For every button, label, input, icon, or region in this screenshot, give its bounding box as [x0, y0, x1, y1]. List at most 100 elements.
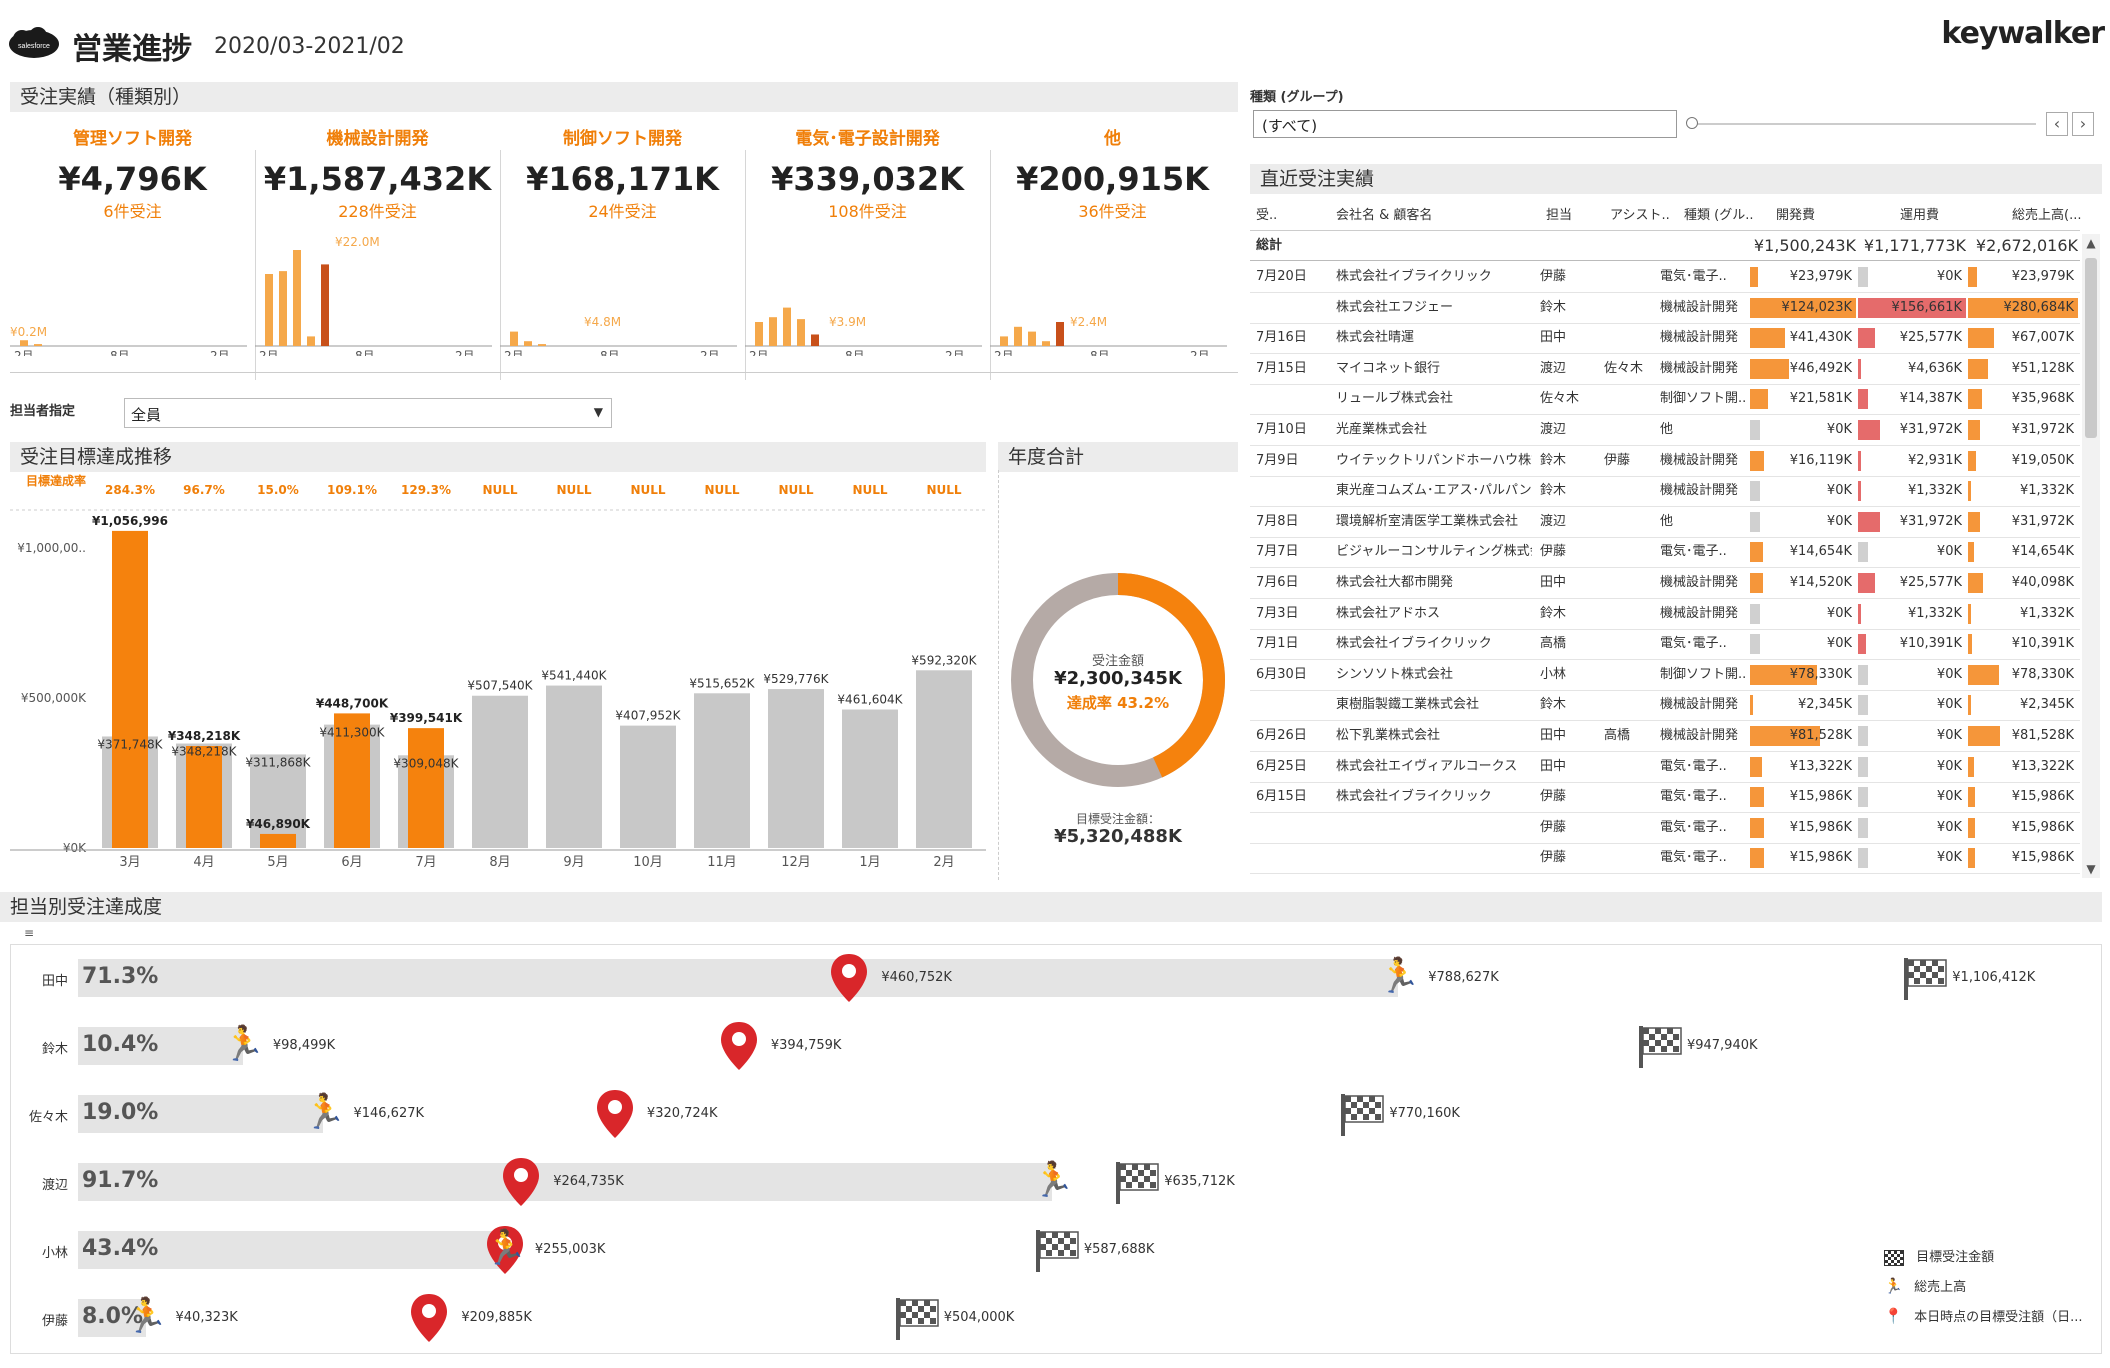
row-ops: ¥0K [1936, 728, 1962, 743]
kpi-mini-bar [755, 322, 763, 346]
kpi-mini-tick: 2月 [945, 349, 965, 356]
row-type: 制御ソフト開.. [1660, 666, 1747, 682]
target-label: ¥411,300K [319, 726, 385, 740]
scrollbar-thumb[interactable] [2085, 258, 2097, 438]
scroll-up-icon[interactable]: ▲ [2086, 236, 2096, 250]
column-header[interactable]: 開発費 [1776, 208, 1816, 223]
row-dev-bar [1750, 511, 1760, 532]
table-row[interactable]: 伊藤 電気･電子.. ¥15,986K ¥0K ¥15,986K [1250, 843, 2080, 875]
person-rate: 91.7% [82, 1168, 159, 1193]
column-header[interactable]: 種類 (グル.. [1684, 208, 1754, 223]
person-today-label: ¥394,759K [770, 1038, 842, 1053]
runner-icon: 🏃 [1032, 1160, 1075, 1200]
row-date: 7月15日 [1256, 360, 1307, 376]
sort-icon[interactable]: ≡ [24, 926, 35, 940]
person-name: 鈴木 [41, 1042, 68, 1057]
table-row[interactable]: 6月25日 株式会社エイヴィアルコークス 田中 電気･電子.. ¥13,322K ¥0K ¥… [1250, 752, 2080, 783]
by-person-frame [10, 944, 2102, 1354]
table-row[interactable]: 7月7日 ビジャルーコンサルティング株式会社伊藤 電気･電子.. ¥14,654K ¥0… [1250, 537, 2080, 569]
scroll-down-icon[interactable]: ▼ [2086, 862, 2096, 876]
month-tick: 5月 [267, 855, 288, 870]
type-group-slider[interactable] [1686, 117, 2036, 129]
row-rep: 田中 [1540, 575, 1567, 590]
table-row[interactable]: 7月10日 光産業株式会社 渡辺 他 ¥0K ¥31,972K ¥31,972K [1250, 415, 2080, 446]
row-rep: 田中 [1540, 758, 1567, 774]
table-row[interactable]: 7月1日 株式会社イブライクリック 高橋 電気･電子.. ¥0K ¥10,391K ¥10,… [1250, 629, 2080, 661]
row-type: 他 [1660, 422, 1674, 437]
row-rep: 高橋 [1540, 636, 1567, 652]
map-pin-icon [719, 1020, 759, 1072]
row-sales-bar [1968, 817, 1975, 838]
recent-orders-scrollbar[interactable]: ▲ ▼ [2082, 234, 2100, 878]
table-row[interactable]: 7月8日 環境解析室清医学工業株式会社 渡辺 他 ¥0K ¥31,972K ¥31,972K [1250, 507, 2080, 538]
table-row[interactable]: 6月15日 株式会社イブライクリック 伊藤 電気･電子.. ¥15,986K ¥0K ¥15… [1250, 782, 2080, 814]
table-row[interactable]: 7月6日 株式会社大都市開発 田中 機械設計開発 ¥14,520K ¥25,577K ¥40… [1250, 568, 2080, 599]
person-name: 伊藤 [41, 1314, 68, 1329]
table-row[interactable]: 7月9日 ウイテックトリパンドホーハウ株式会.. 鈴木 伊藤 機械設計開発 ¥16,119… [1250, 446, 2080, 477]
kpi-mini-bar [811, 334, 819, 346]
table-row[interactable]: 7月3日 株式会社アドホス 鈴木 機械設計開発 ¥0K ¥1,332K ¥1,332K [1250, 599, 2080, 630]
kpi-mini-tick: 8月 [600, 349, 620, 356]
column-header[interactable]: 担当 [1546, 208, 1573, 223]
kpi-mini-bar [279, 271, 287, 346]
legend-target: 目標受注金額 [1884, 1246, 1994, 1266]
row-date: 7月9日 [1256, 452, 1299, 468]
chevron-down-icon: ▼ [593, 405, 603, 419]
row-rep: 鈴木 [1540, 452, 1567, 468]
row-dev: ¥14,654K [1789, 544, 1852, 560]
actual-label: ¥1,056,996 [92, 514, 168, 528]
row-dev-bar [1750, 389, 1769, 410]
rate-value: 129.3% [401, 483, 451, 497]
table-row[interactable]: 東樹脂製鐵工業株式会社 鈴木 機械設計開発 ¥2,345K ¥0K ¥2,345K [1250, 690, 2080, 722]
next-button[interactable]: › [2072, 112, 2094, 136]
table-row[interactable]: 東光産コムズム･エアス･パルパン.. 鈴木 機械設計開発 ¥0K ¥1,332K ¥1,3… [1250, 476, 2080, 508]
table-row[interactable]: 株式会社エフジェー 鈴木 機械設計開発 ¥124,023K ¥156,661K ¥280,… [1250, 293, 2080, 324]
column-header[interactable]: 運用費 [1900, 208, 1940, 223]
actual-label: ¥348,218K [168, 729, 241, 743]
table-row[interactable]: 6月26日 松下乳業株式会社 田中 高橋 機械設計開発 ¥81,528K ¥0K ¥81,52… [1250, 721, 2080, 752]
column-header[interactable]: 受.. [1256, 208, 1278, 223]
rate-value: NULL [778, 483, 813, 497]
row-company: 株式会社晴運 [1336, 330, 1415, 346]
row-date: 7月3日 [1256, 605, 1299, 621]
row-sales: ¥15,986K [2011, 819, 2074, 835]
map-pin-icon: 📍 [1884, 1307, 1903, 1325]
target-bar [916, 670, 972, 848]
table-row[interactable]: 伊藤 電気･電子.. ¥15,986K ¥0K ¥15,986K [1250, 813, 2080, 844]
prev-button[interactable]: ‹ [2046, 112, 2068, 136]
person-filter-select[interactable]: 全員 ▼ [124, 398, 612, 428]
row-sales: ¥35,968K [2011, 391, 2074, 407]
row-date: 6月30日 [1256, 666, 1307, 682]
row-ops-bar [1858, 664, 1868, 685]
table-row[interactable]: 7月20日 株式会社イブライクリック 伊藤 電気･電子.. ¥23,979K ¥0K ¥23… [1250, 262, 2080, 293]
row-ops-bar [1858, 450, 1861, 471]
column-header[interactable]: アシスト.. [1610, 208, 1670, 223]
kpi-mini-bar [307, 336, 315, 346]
row-date: 7月6日 [1256, 575, 1299, 590]
column-header[interactable]: 総売上高(... [2012, 208, 2082, 223]
target-bar [250, 754, 306, 848]
kpi-tile-label: 他 [1104, 129, 1121, 149]
column-header[interactable]: 会社名 & 顧客名 [1336, 208, 1433, 223]
row-type: 電気･電子.. [1660, 269, 1727, 284]
row-company: 株式会社大都市開発 [1336, 575, 1454, 590]
table-row[interactable]: 6月30日 シンソソト株式会社 小林 制御ソフト開.. ¥78,330K ¥0K ¥78,3… [1250, 660, 2080, 691]
checkered-flag-icon [1339, 1092, 1385, 1138]
table-row[interactable]: 7月15日 マイコネット銀行 渡辺 佐々木 機械設計開発 ¥46,492K ¥4,636K ¥… [1250, 354, 2080, 385]
slider-handle[interactable] [1686, 117, 1698, 129]
row-rep: 鈴木 [1540, 483, 1567, 499]
kpi-mini-tick: 8月 [110, 349, 130, 356]
row-ops-bar [1858, 542, 1868, 563]
row-company: 東光産コムズム･エアス･パルパン.. [1336, 483, 1532, 499]
person-name: 渡辺 [41, 1178, 68, 1193]
kpi-tile-count: 24件受注 [588, 202, 657, 221]
row-company: 株式会社エフジェー [1336, 299, 1454, 315]
table-row[interactable]: リュールブ株式会社 佐々木 制御ソフト開.. ¥21,581K ¥14,387K ¥35,… [1250, 384, 2080, 416]
kpi-mini-bar [1014, 326, 1022, 346]
target-bar [694, 693, 750, 848]
type-group-select[interactable]: (すべて) [1253, 110, 1677, 138]
kpi-mini-peak-label: ¥4.8M [584, 315, 621, 329]
table-row[interactable]: 7月16日 株式会社晴運 田中 機械設計開発 ¥41,430K ¥25,577K ¥67,0… [1250, 323, 2080, 355]
row-company: 環境解析室清医学工業株式会社 [1336, 513, 1519, 529]
row-type: 機械設計開発 [1660, 697, 1739, 713]
